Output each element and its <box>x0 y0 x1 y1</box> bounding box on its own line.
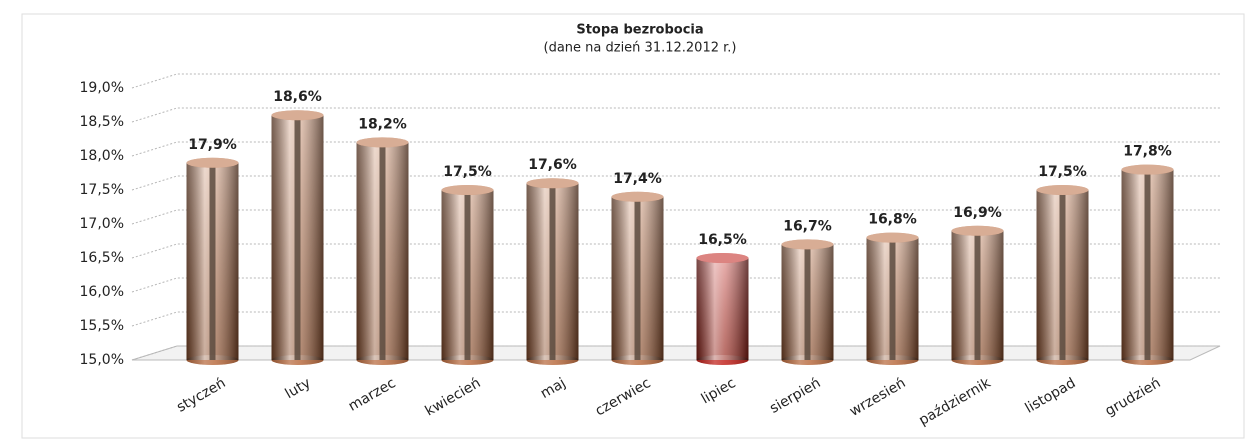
bar-top <box>866 232 919 243</box>
bar-top-shine <box>526 178 579 189</box>
bar-top <box>186 157 239 168</box>
bar-base-shine <box>696 355 749 365</box>
y-tick-label: 15,5% <box>80 318 124 334</box>
y-tick-label: 16,5% <box>80 250 124 266</box>
value-label: 16,8% <box>868 212 917 228</box>
bar-top-shine <box>1121 164 1174 175</box>
x-tick-label: październik <box>916 375 994 429</box>
bar-top <box>1121 164 1174 175</box>
x-tick-label: czerwiec <box>593 375 654 419</box>
x-tick-label: maj <box>538 375 569 402</box>
value-label: 18,6% <box>273 89 322 105</box>
bar-top <box>696 253 749 263</box>
value-label: 16,7% <box>783 218 832 234</box>
value-label: 16,9% <box>953 205 1002 221</box>
y-tick-label: 18,0% <box>80 148 124 164</box>
x-tick-label: luty <box>283 375 314 402</box>
bar-top-shine <box>781 239 834 250</box>
bar-top-shine <box>356 137 409 148</box>
x-tick-label: marzec <box>346 375 399 415</box>
value-label: 17,5% <box>1038 164 1087 180</box>
value-label: 17,8% <box>1123 144 1172 160</box>
x-tick-label: wrzesień <box>847 375 909 420</box>
bar-top <box>356 137 409 148</box>
bar-top <box>951 225 1004 236</box>
chart-title: Stopa bezrobocia <box>576 23 703 38</box>
value-label: 18,2% <box>358 116 407 132</box>
value-label: 16,5% <box>698 232 747 248</box>
bar-top <box>611 191 664 202</box>
x-tick-label: grudzień <box>1103 375 1164 419</box>
bar-shine <box>696 258 749 360</box>
chart-subtitle: (dane na dzień 31.12.2012 r.) <box>544 41 737 56</box>
bar-top-shine <box>611 191 664 202</box>
bar-top <box>441 185 494 195</box>
bar-stripe <box>294 115 301 360</box>
y-tick-label: 15,0% <box>80 352 124 368</box>
value-label: 17,5% <box>443 164 492 180</box>
x-tick-label: sierpień <box>767 375 823 417</box>
bar-stripe <box>1144 169 1151 360</box>
value-label: 17,6% <box>528 157 577 173</box>
bar-top-shine <box>441 185 494 195</box>
x-tick-label: lipiec <box>699 375 739 407</box>
bar-top-shine <box>951 225 1004 236</box>
x-tick-label: kwiecień <box>423 375 484 419</box>
value-label: 17,9% <box>188 137 237 153</box>
bar-top-shine <box>271 110 324 121</box>
bar-top <box>1036 185 1089 195</box>
bar-stripe <box>379 142 386 360</box>
bar-top <box>271 110 324 121</box>
frame <box>21 13 1245 439</box>
y-tick-label: 18,5% <box>80 114 124 130</box>
bar-top-shine <box>696 253 749 263</box>
y-tick-label: 17,0% <box>80 216 124 232</box>
y-tick-label: 16,0% <box>80 284 124 300</box>
bar-stripe <box>1059 190 1066 360</box>
bar-top-shine <box>186 157 239 168</box>
bar-stripe <box>974 230 981 360</box>
bar-stripe <box>209 162 216 360</box>
bar-top <box>781 239 834 250</box>
bar-top-shine <box>866 232 919 243</box>
y-tick-label: 17,5% <box>80 182 124 198</box>
bar-stripe <box>804 244 811 360</box>
y-tick-label: 19,0% <box>80 80 124 96</box>
bar-stripe <box>889 237 896 360</box>
x-tick-label: listopad <box>1022 375 1078 417</box>
bar-stripe <box>549 183 556 360</box>
bar-stripe <box>464 190 471 360</box>
grid-line <box>131 73 1220 89</box>
bar-top <box>526 178 579 189</box>
x-tick-label: styczeń <box>174 375 228 416</box>
bar-stripe <box>634 196 641 360</box>
bar-top-shine <box>1036 185 1089 195</box>
value-label: 17,4% <box>613 171 662 187</box>
